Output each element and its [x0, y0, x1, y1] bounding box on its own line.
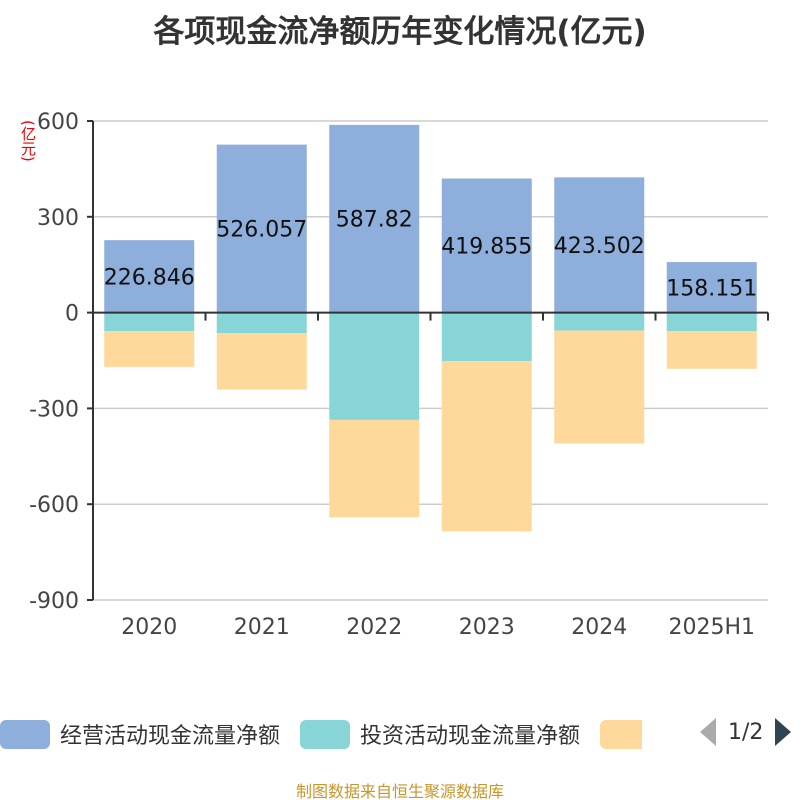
next-page-icon[interactable] [775, 718, 792, 746]
bar-2020-series-0 [104, 240, 195, 313]
legend: 经营活动现金流量净额 投资活动现金流量净额 [0, 718, 672, 750]
legend-label: 投资活动现金流量净额 [360, 724, 581, 749]
data-label: 587.82 [336, 208, 413, 233]
chart-title: 各项现金流净额历年变化情况(亿元) [153, 14, 647, 50]
y-tick-label: -600 [29, 493, 79, 518]
data-label: 423.502 [554, 234, 645, 259]
legend-item-operating[interactable]: 经营活动现金流量净额 [0, 718, 280, 750]
bar-2023-series-2 [441, 361, 532, 532]
bar-2025H1-series-2 [666, 331, 757, 369]
legend-label: 经营活动现金流量净额 [60, 724, 281, 749]
y-tick-label: -300 [29, 397, 79, 422]
y-tick-label: 0 [65, 302, 79, 327]
legend-swatch [600, 719, 643, 749]
bar-2021-series-2 [216, 333, 307, 390]
bar-2024-series-0 [554, 177, 645, 313]
x-tick-label: 2023 [459, 615, 515, 640]
legend-item-investing[interactable]: 投资活动现金流量净额 [300, 718, 580, 750]
x-tick-label: 2024 [571, 615, 627, 640]
bar-2022-series-0 [329, 124, 420, 313]
bar-2025H1-series-1 [666, 312, 757, 332]
x-tick-label: 2020 [121, 615, 177, 640]
bar-2020-series-1 [104, 312, 195, 332]
y-tick-label: 300 [37, 206, 79, 231]
legend-swatch [300, 719, 351, 749]
bar-2023-series-1 [441, 312, 532, 362]
bar-2024-series-2 [554, 330, 645, 444]
data-label: 226.846 [104, 265, 195, 290]
legend-pager: 1/2 [700, 718, 792, 746]
x-tick-label: 2025H1 [668, 615, 755, 640]
page-indicator: 1/2 [728, 719, 764, 745]
bar-2023-series-0 [441, 178, 532, 313]
y-tick-label: 600 [37, 110, 79, 135]
x-tick-label: 2022 [346, 615, 402, 640]
y-tick-label: -900 [29, 589, 79, 614]
x-tick-label: 2021 [234, 615, 290, 640]
legend-swatch [0, 719, 50, 749]
data-label: 526.057 [216, 218, 307, 243]
bar-2020-series-2 [104, 331, 195, 367]
data-label: 158.151 [666, 276, 757, 301]
prev-page-icon[interactable] [700, 718, 716, 746]
bar-2022-series-1 [329, 312, 420, 420]
legend-item-third[interactable] [600, 719, 652, 749]
bar-2021-series-1 [216, 312, 307, 334]
bar-2025H1-series-0 [666, 262, 757, 313]
data-source: 制图数据来自恒生聚源数据库 [295, 782, 504, 800]
y-axis-unit: (亿元) [19, 120, 37, 162]
bar-2024-series-1 [554, 312, 645, 331]
bar-2021-series-0 [216, 144, 307, 313]
bar-2022-series-2 [329, 419, 420, 518]
data-label: 419.855 [441, 235, 532, 260]
